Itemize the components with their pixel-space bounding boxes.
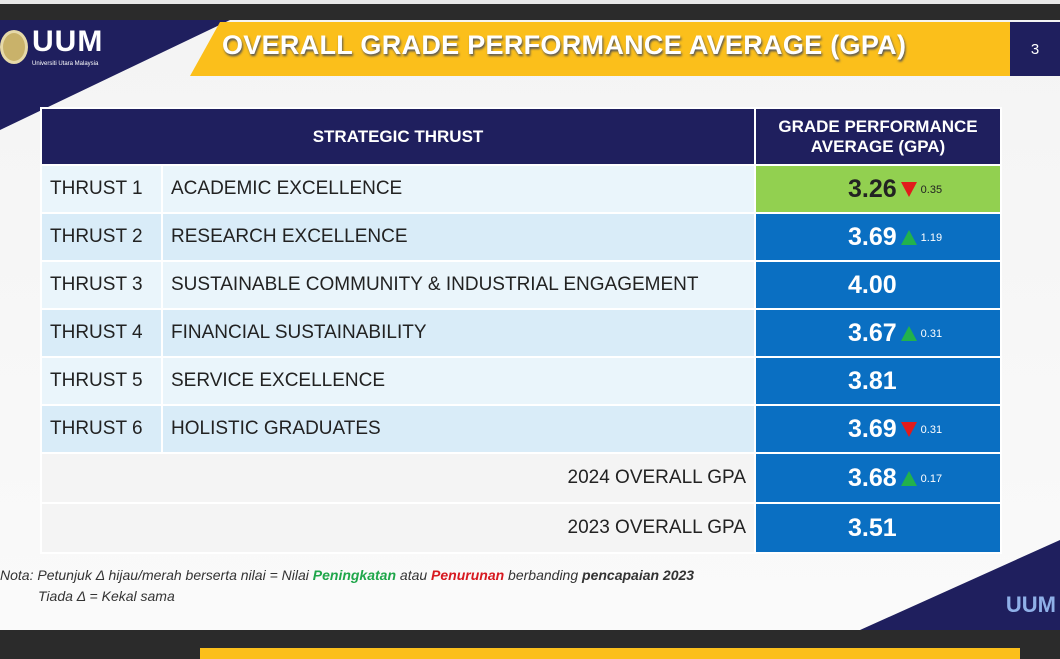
triangle-up-icon bbox=[900, 230, 917, 246]
thrust-number: THRUST 6 bbox=[40, 404, 163, 454]
gpa-cell: 4.00 bbox=[754, 260, 1002, 310]
note-text: Nota: Petunjuk Δ hijau/merah berserta ni… bbox=[0, 567, 313, 583]
header-gpa: GRADE PERFORMANCE AVERAGE (GPA) bbox=[754, 107, 1002, 166]
table-row: THRUST 4 FINANCIAL SUSTAINABILITY 3.67 0.31 bbox=[40, 308, 1002, 358]
header-strategic-thrust: STRATEGIC THRUST bbox=[40, 107, 756, 166]
gpa-table: STRATEGIC THRUST GRADE PERFORMANCE AVERA… bbox=[40, 107, 1002, 554]
note-decrease: Penurunan bbox=[431, 567, 505, 583]
gpa-value: 3.69 bbox=[848, 222, 897, 251]
gpa-delta: 0.31 bbox=[920, 423, 943, 436]
logo-subtitle: Universiti Utara Malaysia bbox=[32, 61, 99, 67]
gpa-cell: 3.69 0.31 bbox=[754, 404, 1002, 454]
gpa-cell: 3.81 bbox=[754, 356, 1002, 406]
gpa-cell: 3.69 1.19 bbox=[754, 212, 1002, 262]
gpa-delta: 0.35 bbox=[920, 183, 943, 196]
gpa-cell: 3.67 0.31 bbox=[754, 308, 1002, 358]
thrust-name: SERVICE EXCELLENCE bbox=[161, 356, 756, 406]
slide-title: OVERALL GRADE PERFORMANCE AVERAGE (GPA) bbox=[222, 30, 907, 60]
overall-label: 2024 OVERALL GPA bbox=[40, 452, 756, 504]
gpa-value: 3.81 bbox=[848, 366, 897, 395]
gpa-value: 3.68 bbox=[848, 463, 897, 492]
note-text: berbanding bbox=[504, 567, 583, 583]
overall-row: 2023 OVERALL GPA 3.51 bbox=[40, 502, 1002, 554]
thrust-name: ACADEMIC EXCELLENCE bbox=[161, 164, 756, 214]
triangle-down-icon bbox=[900, 422, 917, 438]
table-row: THRUST 3 SUSTAINABLE COMMUNITY & INDUSTRI… bbox=[40, 260, 1002, 310]
gpa-cell: 3.26 0.35 bbox=[754, 164, 1002, 214]
triangle-up-icon bbox=[900, 326, 917, 342]
footnote: Nota: Petunjuk Δ hijau/merah berserta ni… bbox=[0, 565, 830, 607]
note-bold: pencapaian 2023 bbox=[582, 567, 695, 583]
thrust-name: HOLISTIC GRADUATES bbox=[161, 404, 756, 454]
note-increase: Peningkatan bbox=[312, 567, 397, 583]
gpa-delta: 0.31 bbox=[920, 327, 943, 340]
top-strip bbox=[0, 0, 1060, 4]
triangle-down-icon bbox=[900, 182, 917, 198]
thrust-number: THRUST 2 bbox=[40, 212, 163, 262]
triangle-up-icon bbox=[900, 471, 917, 487]
note-line2: Tiada Δ = Kekal sama bbox=[38, 588, 175, 604]
gpa-value: 3.67 bbox=[848, 318, 897, 347]
thrust-number: THRUST 5 bbox=[40, 356, 163, 406]
page-number: 3 bbox=[1010, 22, 1060, 76]
thrust-number: THRUST 4 bbox=[40, 308, 163, 358]
table-row: THRUST 2 RESEARCH EXCELLENCE 3.69 1.19 bbox=[40, 212, 1002, 262]
table-row: THRUST 5 SERVICE EXCELLENCE 3.81 bbox=[40, 356, 1002, 406]
overall-row: 2024 OVERALL GPA 3.68 0.17 bbox=[40, 452, 1002, 504]
table-row: THRUST 1 ACADEMIC EXCELLENCE 3.26 0.35 bbox=[40, 164, 1002, 214]
gpa-delta: 1.19 bbox=[920, 231, 943, 244]
visit-uum-logo: UUM bbox=[1005, 592, 1056, 617]
gpa-value: 4.00 bbox=[848, 270, 897, 299]
header-yellow-band bbox=[190, 22, 1010, 76]
slide: UUM Universiti Utara Malaysia OVERALL GR… bbox=[0, 20, 1060, 630]
gpa-cell: 3.68 0.17 bbox=[754, 452, 1002, 504]
thrust-name: SUSTAINABLE COMMUNITY & INDUSTRIAL ENGAG… bbox=[161, 260, 756, 310]
thrust-name: RESEARCH EXCELLENCE bbox=[161, 212, 756, 262]
gpa-value: 3.26 bbox=[848, 174, 897, 203]
gpa-value: 3.69 bbox=[848, 414, 897, 443]
uum-seal-icon bbox=[0, 29, 28, 64]
thrust-name: FINANCIAL SUSTAINABILITY bbox=[161, 308, 756, 358]
note-text: atau bbox=[396, 567, 432, 583]
logo-text: UUM bbox=[32, 25, 104, 58]
gpa-cell: 3.51 bbox=[754, 502, 1002, 554]
thrust-number: THRUST 1 bbox=[40, 164, 163, 214]
gpa-value: 3.51 bbox=[848, 513, 897, 542]
thrust-number: THRUST 3 bbox=[40, 260, 163, 310]
uum-logo: UUM Universiti Utara Malaysia bbox=[0, 24, 103, 69]
next-slide-band bbox=[200, 648, 1020, 659]
overall-label: 2023 OVERALL GPA bbox=[40, 502, 756, 554]
gpa-delta: 0.17 bbox=[920, 472, 943, 485]
table-row: THRUST 6 HOLISTIC GRADUATES 3.69 0.31 bbox=[40, 404, 1002, 454]
